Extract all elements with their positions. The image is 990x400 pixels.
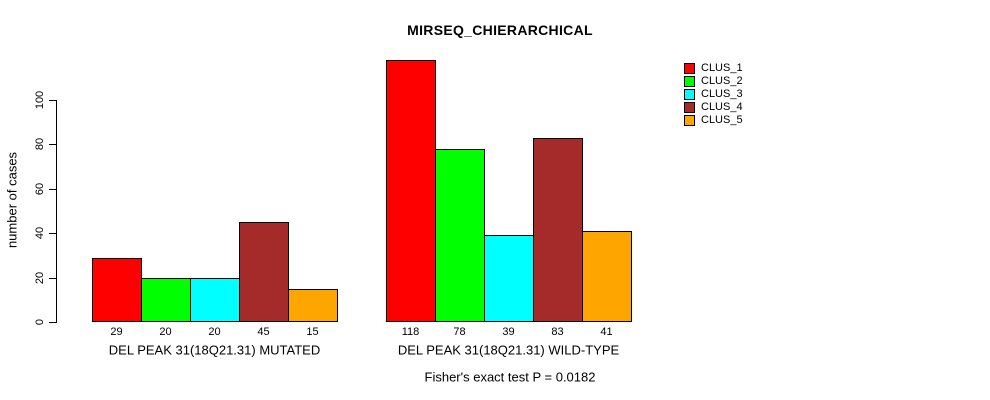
legend-item: CLUS_1 [684,62,743,75]
legend-label: CLUS_2 [701,75,743,87]
y-axis-tick [49,233,56,234]
y-axis-tick [49,322,56,323]
bar-clus_2 [435,149,485,322]
legend-label: CLUS_4 [701,101,743,113]
legend-swatch-icon [684,76,695,87]
y-axis-title: number of cases [4,151,20,249]
legend-item: CLUS_4 [684,101,743,114]
bar-value-label: 41 [600,326,613,338]
y-axis-tick [49,189,56,190]
bar-clus_5 [288,289,338,322]
legend-label: CLUS_1 [701,62,743,74]
bar-clus_5 [582,231,632,322]
legend-swatch-icon [684,89,695,100]
bar-clus_3 [484,235,534,322]
y-axis-tick-label: 80 [34,137,46,151]
bar-value-label: 45 [257,326,270,338]
legend: CLUS_1 CLUS_2 CLUS_3 CLUS_4 CLUS_5 [684,62,743,127]
bar-value-label: 83 [551,326,564,338]
legend-swatch-icon [684,102,695,113]
y-axis-tick-label: 20 [34,271,46,285]
bar-value-label: 78 [453,326,466,338]
bar-value-label: 20 [208,326,221,338]
bar-value-label: 20 [159,326,172,338]
bar-value-label: 39 [502,326,515,338]
y-axis-tick-label: 100 [34,90,46,110]
bar-clus_3 [190,278,240,322]
bar-value-label: 29 [110,326,123,338]
legend-swatch-icon [684,115,695,126]
y-axis-tick-label: 0 [34,318,46,326]
y-axis-line [56,100,57,323]
y-axis-tick-label: 60 [34,182,46,196]
y-axis-tick [49,100,56,101]
legend-item: CLUS_3 [684,88,743,101]
y-axis-tick-label: 40 [34,226,46,240]
bar-clus_4 [239,222,289,322]
chart-title: MIRSEQ_CHIERARCHICAL [407,22,593,38]
legend-swatch-icon [684,63,695,74]
y-axis-tick [49,278,56,279]
bar-clus_2 [141,278,191,322]
legend-label: CLUS_5 [701,114,743,126]
bar-value-label: 15 [306,326,319,338]
category-label: DEL PEAK 31(18Q21.31) MUTATED [108,342,321,358]
legend-item: CLUS_5 [684,114,743,127]
bar-clus_4 [533,138,583,322]
footer-note: Fisher's exact test P = 0.0182 [424,369,596,385]
y-axis-tick [49,144,56,145]
bar-clus_1 [92,258,142,322]
category-label: DEL PEAK 31(18Q21.31) WILD-TYPE [397,342,620,358]
legend-label: CLUS_3 [701,88,743,100]
legend-item: CLUS_2 [684,75,743,88]
bar-clus_1 [386,60,436,322]
bar-value-label: 118 [401,326,420,338]
